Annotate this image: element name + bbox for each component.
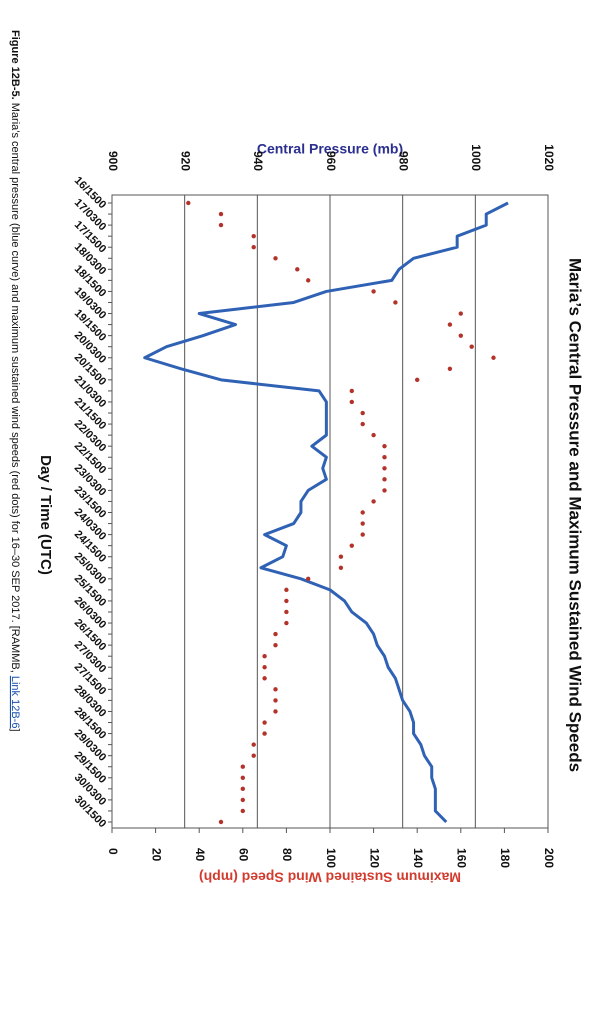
- wind-dot: [469, 344, 474, 349]
- wind-dot: [251, 233, 256, 239]
- wind-dot: [491, 355, 496, 360]
- wind-dot: [458, 311, 463, 316]
- y-tick-label: 920: [178, 151, 192, 171]
- wind-dot: [273, 709, 278, 714]
- wind-dot: [284, 620, 289, 626]
- y2-tick-label: 60: [237, 848, 251, 862]
- y-tick-label: 1000: [469, 144, 483, 171]
- wind-dot: [382, 455, 387, 460]
- caption-label: Figure 12B-5.: [9, 30, 21, 100]
- wind-dot: [273, 642, 278, 648]
- wind-dot: [262, 676, 267, 681]
- wind-dot: [262, 665, 267, 670]
- wind-dot: [262, 720, 267, 725]
- wind-dot: [240, 775, 245, 780]
- caption-link[interactable]: Link 12B-6: [9, 676, 21, 729]
- wind-dot: [447, 366, 453, 372]
- wind-dot: [186, 200, 191, 206]
- wind-dot: [382, 443, 387, 449]
- wind-dot: [273, 698, 278, 703]
- y2-tick-label: 0: [106, 848, 120, 855]
- wind-dot: [218, 211, 224, 217]
- wind-dot: [447, 322, 453, 327]
- y2-tick-label: 20: [149, 848, 163, 862]
- wind-dot: [262, 731, 267, 736]
- y2-tick-label: 180: [498, 848, 512, 868]
- wind-dot: [360, 521, 365, 526]
- wind-dot: [360, 510, 365, 515]
- pressure-line: [143, 201, 509, 824]
- wind-dot: [284, 587, 289, 593]
- wind-dot: [306, 278, 311, 283]
- y-tick-label: 960: [324, 151, 338, 171]
- wind-dot: [273, 687, 278, 692]
- y-tick-label: 980: [396, 151, 410, 171]
- wind-dot: [382, 488, 387, 493]
- wind-dot: [393, 300, 398, 305]
- wind-dot: [295, 267, 300, 272]
- wind-dot: [251, 742, 256, 747]
- wind-dot: [414, 377, 420, 383]
- wind-dot: [349, 388, 354, 394]
- wind-dot: [251, 245, 256, 250]
- wind-dot: [349, 399, 354, 405]
- wind-dot: [240, 808, 245, 814]
- wind-dot: [218, 222, 224, 228]
- wind-dot: [273, 631, 278, 637]
- y-tick-label: 900: [106, 151, 120, 171]
- y2-tick-label: 100: [324, 848, 338, 868]
- wind-dot: [240, 786, 245, 792]
- y2-tick-label: 200: [542, 848, 556, 868]
- y2-tick-label: 160: [455, 848, 469, 868]
- rotated-chart: Maria’s Central Pressure and Maximum Sus…: [9, 30, 584, 885]
- y-axis-title: Central Pressure (mb): [257, 141, 403, 157]
- wind-dot: [382, 477, 387, 482]
- y2-tick-label: 80: [280, 848, 294, 862]
- wind-dot: [349, 543, 354, 548]
- wind-dot: [371, 289, 376, 294]
- wind-dot: [338, 565, 344, 570]
- wind-dot: [284, 598, 289, 604]
- wind-dot: [240, 797, 245, 803]
- wind-dot: [360, 532, 365, 537]
- wind-dot: [338, 554, 344, 559]
- wind-dot: [240, 764, 245, 769]
- wind-dot: [218, 819, 224, 825]
- wind-dot: [382, 466, 387, 471]
- wind-dot: [371, 499, 376, 504]
- y2-tick-label: 40: [193, 848, 207, 862]
- caption-text: Maria’s central pressure (blue curve) an…: [9, 103, 21, 673]
- wind-dot: [360, 421, 365, 427]
- wind-dot: [251, 753, 256, 758]
- chart-title: Maria’s Central Pressure and Maximum Sus…: [566, 258, 585, 772]
- wind-dot: [306, 576, 311, 582]
- wind-dot: [458, 333, 463, 338]
- caption-end: ]: [9, 728, 21, 731]
- y2-axis-title: Maximum Sustained Wind Speed (mph): [199, 869, 461, 885]
- y2-tick-label: 120: [367, 848, 381, 868]
- y2-tick-label: 140: [411, 848, 425, 868]
- wind-dot: [284, 609, 289, 615]
- y-tick-label: 940: [251, 151, 265, 171]
- wind-dot: [273, 256, 278, 261]
- wind-dot: [360, 410, 365, 416]
- wind-dot: [262, 653, 267, 659]
- caption: Figure 12B-5. Maria’s central pressure (…: [9, 30, 21, 732]
- x-axis-title: Day / Time (UTC): [37, 455, 54, 575]
- wind-dot: [371, 432, 376, 438]
- y-tick-label: 1020: [542, 144, 556, 171]
